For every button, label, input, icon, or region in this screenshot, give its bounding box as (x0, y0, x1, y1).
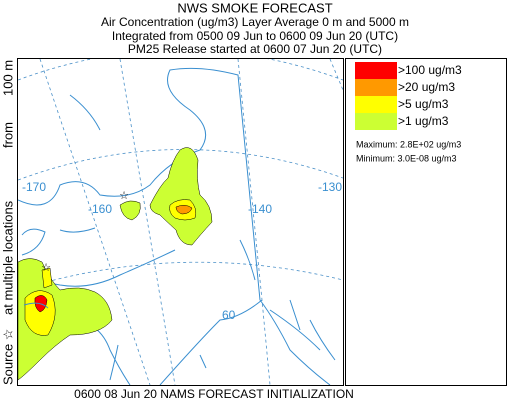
minimum: Minimum: 3.0E-08 ug/m3 (356, 153, 457, 163)
longitude-label: -130 (318, 180, 342, 194)
longitude-label: -170 (22, 180, 46, 194)
longitude-label: -160 (88, 202, 112, 216)
legend-swatch (355, 79, 397, 96)
side-label-part: Source ☆ (0, 329, 15, 385)
legend-label: >20 ug/m3 (398, 80, 455, 94)
map: -170 -160 -140 -130 60 ☆ ☆ (18, 59, 343, 385)
side-label-part: from (0, 122, 15, 148)
plume-area (175, 205, 193, 215)
plume-area (41, 267, 53, 289)
legend-label: >1 ug/m3 (398, 114, 449, 128)
title: NWS SMOKE FORECAST (177, 0, 332, 15)
subtitle: Integrated from 0500 09 Jun to 0600 09 J… (112, 29, 398, 43)
source-star: ☆ (41, 262, 51, 274)
footer: 0600 08 Jun 20 NAMS FORECAST INITIALIZAT… (74, 387, 354, 401)
map-frame (17, 58, 344, 386)
coastline (69, 94, 336, 381)
side-label: Source ☆ at multiple locations from 100 … (0, 60, 15, 385)
plume-area (149, 147, 213, 246)
maximum: Maximum: 2.8E+02 ug/m3 (356, 139, 461, 149)
legend-swatch (355, 62, 397, 79)
coastline (18, 67, 331, 385)
side-label-part: at multiple locations (0, 200, 15, 315)
side-label-part: 100 m (0, 60, 15, 96)
legend-swatch (355, 96, 397, 113)
subtitle: Air Concentration (ug/m3) Layer Average … (101, 15, 409, 29)
plume-area (119, 200, 141, 221)
legend-label: >100 ug/m3 (398, 63, 462, 77)
latitude-label: 60 (222, 308, 236, 322)
legend-frame (345, 58, 507, 386)
plume-area (24, 290, 56, 336)
legend: >100 ug/m3 >20 ug/m3 >5 ug/m3 >1 ug/m3 (355, 62, 462, 130)
plume-area (18, 258, 113, 381)
longitude-label: -140 (248, 202, 272, 216)
legend-label: >5 ug/m3 (398, 97, 449, 111)
source-star: ☆ (119, 190, 129, 202)
subtitle: PM25 Release started at 0600 07 Jun 20 (… (128, 42, 382, 56)
legend-swatch (355, 113, 397, 130)
river (23, 302, 207, 369)
